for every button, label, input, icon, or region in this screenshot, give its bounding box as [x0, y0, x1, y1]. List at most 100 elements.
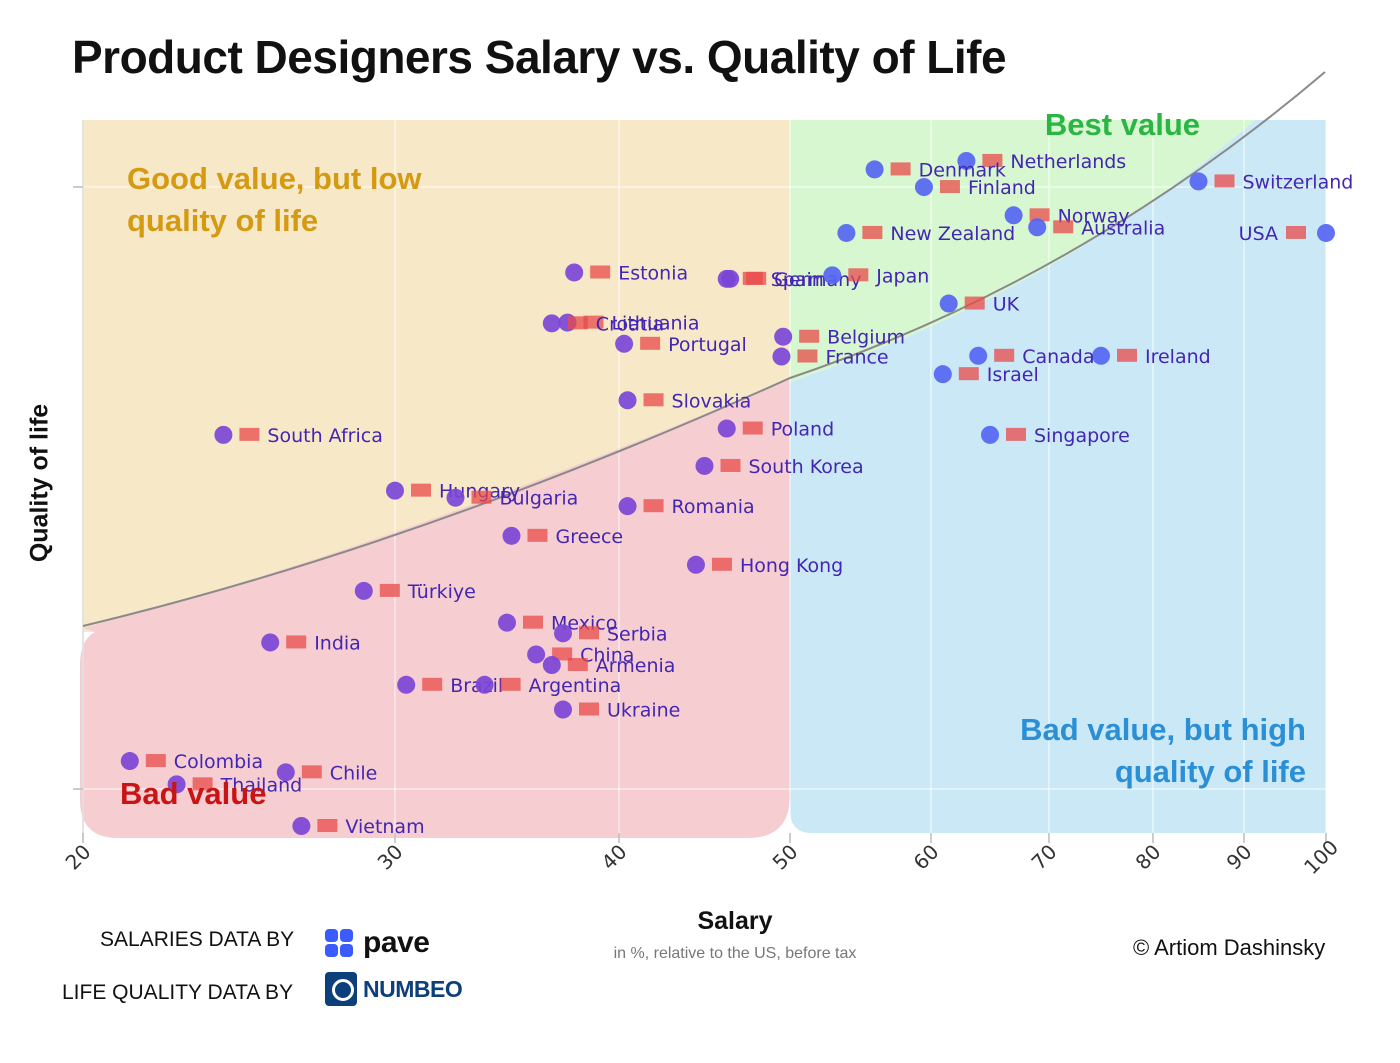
data-point: Colombia — [120, 751, 263, 773]
zone-label-good-value-line2: quality of life — [127, 203, 318, 238]
flag-icon — [799, 329, 820, 343]
data-point: Thailand — [167, 774, 303, 796]
flag-icon — [523, 615, 543, 629]
data-point: Estonia — [565, 262, 688, 284]
country-label: Croatia — [596, 313, 664, 335]
point-marker — [914, 178, 933, 197]
country-label: Denmark — [919, 159, 1006, 181]
data-point: Singapore — [981, 425, 1130, 447]
point-marker — [717, 419, 736, 438]
data-point: Türkiye — [354, 581, 476, 603]
country-label: Finland — [968, 177, 1036, 199]
point-marker — [292, 817, 311, 835]
flag-icon — [958, 367, 979, 381]
zone-label-bad-value-high-qol: Bad value, but high — [1020, 712, 1306, 747]
salaries-credit: SALARIES DATA BY — [100, 928, 295, 951]
zone-label-good-value: Good value, but low — [127, 161, 422, 196]
point-marker — [386, 481, 404, 500]
point-marker — [120, 752, 139, 771]
flag-icon — [964, 296, 985, 310]
country-label: Switzerland — [1243, 171, 1354, 193]
chart-title: Product Designers Salary vs. Quality of … — [72, 31, 1007, 83]
x-axis-sublabel: in %, relative to the US, before tax — [613, 945, 857, 962]
zone-bad-value-high-qol — [790, 120, 1326, 833]
zone-label-bad-value: Bad value — [120, 776, 266, 811]
data-point: Bulgaria — [446, 488, 578, 510]
country-label: Chile — [330, 762, 378, 784]
point-marker — [542, 314, 561, 333]
country-label: Israel — [987, 364, 1039, 386]
trend-layer — [82, 71, 1326, 627]
country-label: Bulgaria — [499, 488, 578, 510]
country-label: Norway — [1058, 205, 1130, 227]
point-marker — [615, 334, 634, 353]
point-marker — [527, 645, 546, 664]
country-label: South Africa — [267, 425, 382, 447]
pave-logo-text: pave — [363, 926, 430, 959]
data-point: Romania — [618, 496, 755, 518]
trend-curve — [82, 71, 1326, 627]
x-tick-label: 50 — [768, 840, 803, 875]
flag-icon — [1029, 208, 1050, 222]
data-point: Croatia — [542, 313, 664, 335]
data-point: Armenia — [542, 655, 675, 677]
point-marker — [957, 151, 976, 170]
data-point: Canada — [969, 346, 1095, 368]
numbeo-logo: NUMBEO — [325, 972, 463, 1006]
x-tick-label: 80 — [1131, 840, 1166, 875]
pave-logo-icon — [325, 929, 353, 957]
data-point: Poland — [717, 419, 834, 441]
flag-icon — [1117, 348, 1137, 362]
country-label: Serbia — [607, 623, 668, 645]
country-label: Estonia — [618, 262, 688, 284]
point-marker — [1028, 218, 1047, 237]
data-point: Serbia — [554, 623, 668, 645]
point-marker — [969, 346, 988, 365]
country-label: Thailand — [220, 774, 303, 796]
x-tick-label: 60 — [909, 840, 944, 875]
zones-layer — [80, 120, 1326, 838]
x-tick-label: 70 — [1027, 840, 1062, 875]
point-marker — [981, 425, 999, 444]
data-point: Netherlands — [957, 151, 1126, 173]
point-marker — [823, 266, 842, 285]
point-marker — [717, 269, 736, 288]
x-tick-label: 30 — [373, 840, 408, 875]
flag-icon — [552, 647, 573, 661]
flag-icon — [239, 427, 260, 441]
flag-icon — [862, 225, 883, 239]
country-label: New Zealand — [890, 223, 1015, 245]
country-label: Argentina — [529, 675, 622, 697]
country-label: India — [314, 632, 361, 654]
country-label: South Korea — [749, 456, 864, 478]
country-label: Romania — [672, 496, 755, 518]
point-marker — [1189, 172, 1208, 191]
copyright: © Artiom Dashinsky — [1133, 935, 1326, 960]
zone-label-bad-value-high-qol-line2: quality of life — [1115, 754, 1306, 789]
flag-icon — [643, 393, 664, 407]
flag-icon — [567, 658, 588, 672]
point-marker — [865, 160, 884, 179]
grid-layer — [73, 120, 1327, 840]
point-marker — [772, 347, 791, 366]
country-label: Portugal — [668, 334, 747, 356]
country-label: Ireland — [1145, 346, 1211, 368]
point-marker — [446, 488, 465, 507]
country-label: Japan — [875, 265, 929, 287]
flag-icon — [1053, 220, 1074, 234]
point-marker — [1317, 223, 1335, 242]
country-label: Belgium — [827, 327, 905, 349]
flag-icon — [583, 315, 604, 329]
data-point: Hong Kong — [686, 555, 843, 577]
flag-icon — [994, 348, 1015, 362]
country-label: USA — [1239, 223, 1278, 245]
point-marker — [542, 656, 561, 675]
flag-icon — [527, 528, 548, 542]
data-point: Denmark — [865, 159, 1006, 181]
data-point: USA — [1239, 223, 1335, 245]
points-layer: USA Switzerland Ireland NetherlandsDenmarkF… — [120, 151, 1354, 838]
country-label: China — [580, 644, 634, 666]
pave-logo: pave — [325, 926, 430, 960]
data-point: Switzerland — [1189, 171, 1354, 193]
point-marker — [397, 675, 416, 694]
